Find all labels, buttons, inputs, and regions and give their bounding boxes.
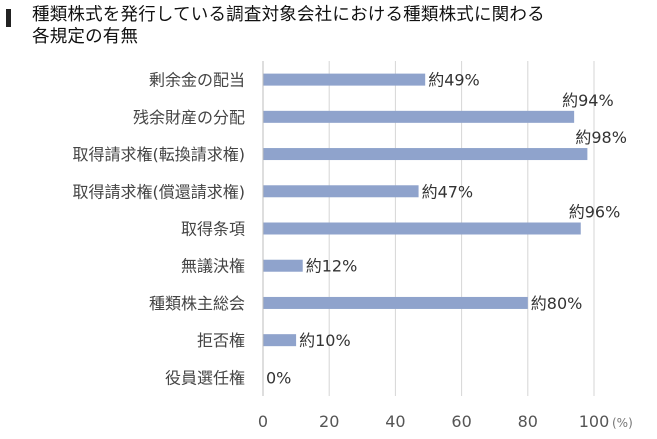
data-label: 0% [266,368,291,387]
category-label: 種類株主総会 [149,294,245,313]
title-marker [6,9,11,27]
bar [263,73,426,86]
chart-title: 種類株式を発行している調査対象会社における種類株式に関わる 各規定の有無 [32,5,545,47]
x-tick-label: 60 [451,412,471,431]
bar [263,334,297,347]
x-tick-label: 20 [319,412,339,431]
x-tick-label: 0 [258,412,268,431]
category-label: 拒否権 [197,331,245,350]
data-label: 約12% [306,257,358,276]
data-label: 約10% [299,331,351,350]
category-label: 剰余金の配当 [149,71,245,90]
category-label: 取得請求権(転換請求権) [73,145,246,164]
bar [263,222,581,235]
category-label: 取得条項 [181,220,245,239]
data-label: 約96% [569,203,621,222]
x-unit-label: (%) [612,416,633,430]
bar [263,185,419,198]
data-label: 約94% [562,91,614,110]
data-label: 約47% [422,182,474,201]
x-tick-label: 40 [385,412,405,431]
bar [263,259,303,272]
category-label: 無議決権 [181,257,245,276]
x-tick-label: 100 [579,412,610,431]
x-tick-label: 80 [518,412,538,431]
bar [263,296,528,309]
data-label: 約80% [531,294,583,313]
category-label: 取得請求権(償還請求権) [73,182,246,201]
data-label: 約49% [428,71,480,90]
category-label: 残余財産の分配 [133,108,245,127]
category-label: 役員選任権 [165,368,245,387]
data-label: 約98% [575,128,627,147]
bar [263,148,588,161]
bar [263,110,575,123]
